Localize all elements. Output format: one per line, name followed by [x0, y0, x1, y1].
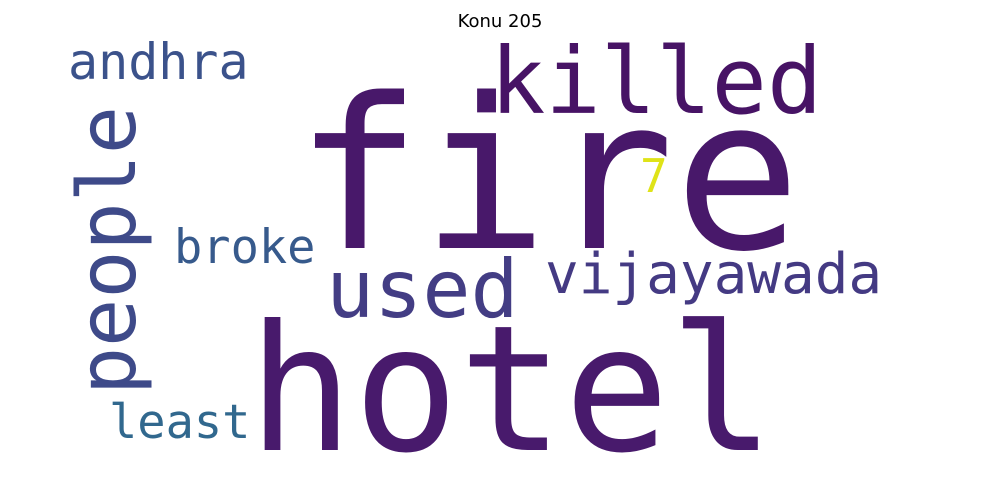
word-7: 7 [640, 149, 668, 203]
word-used: used [326, 243, 519, 336]
word-fire: fire [295, 53, 801, 298]
word-andhra: andhra [68, 33, 249, 91]
word-least: least [109, 395, 250, 450]
word-vijayawada: vijayawada [545, 242, 882, 307]
chart-title: Konu 205 [457, 11, 543, 32]
word-killed: killed [490, 28, 822, 135]
word-broke: broke [174, 220, 315, 275]
word-hotel: hotel [248, 289, 775, 492]
word-people: people [61, 106, 154, 395]
